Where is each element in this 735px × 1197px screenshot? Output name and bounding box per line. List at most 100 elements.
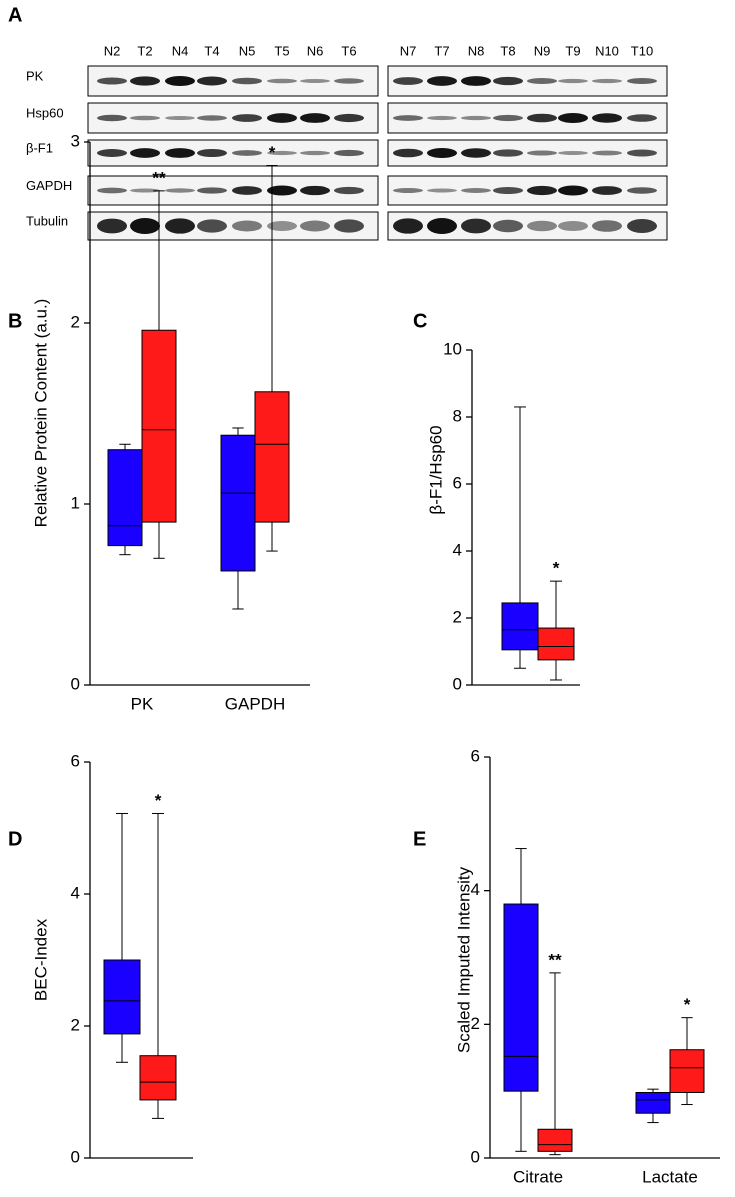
- box: [635, 1092, 671, 1114]
- band: [130, 188, 160, 193]
- band: [461, 115, 491, 121]
- band: [130, 76, 160, 86]
- band: [493, 219, 523, 233]
- band: [334, 219, 364, 233]
- panel-label: A: [8, 4, 22, 26]
- y-tick-label: 10: [443, 339, 462, 358]
- band: [130, 148, 160, 158]
- lane-label: N4: [172, 43, 189, 58]
- significance: *: [155, 791, 162, 810]
- band: [232, 186, 262, 195]
- band: [334, 78, 364, 84]
- lane-label: T9: [565, 43, 580, 58]
- band: [427, 76, 457, 86]
- lane-label: T8: [500, 43, 515, 58]
- lane-label: N9: [534, 43, 551, 58]
- row-label: PK: [26, 68, 44, 83]
- band: [97, 114, 127, 122]
- band: [527, 78, 557, 84]
- y-tick-label: 6: [453, 473, 462, 492]
- band: [232, 150, 262, 156]
- y-tick-label: 3: [71, 131, 80, 150]
- band: [197, 148, 227, 158]
- band: [232, 220, 262, 232]
- panel-label: C: [413, 310, 427, 332]
- y-axis-label: Relative Protein Content (a.u.): [31, 299, 50, 528]
- y-tick-label: 0: [471, 1147, 480, 1166]
- band: [558, 185, 588, 196]
- band: [527, 113, 557, 123]
- lane-label: N2: [104, 43, 121, 58]
- y-tick-label: 6: [471, 746, 480, 765]
- band: [461, 76, 491, 86]
- lane-label: T6: [341, 43, 356, 58]
- band: [334, 149, 364, 157]
- band: [232, 77, 262, 85]
- band: [165, 76, 195, 86]
- band: [393, 148, 423, 158]
- band: [393, 115, 423, 121]
- band: [592, 220, 622, 232]
- row-label: Hsp60: [26, 105, 64, 120]
- lane-label: T10: [631, 43, 653, 58]
- band: [592, 78, 622, 84]
- band: [197, 187, 227, 194]
- band: [493, 114, 523, 122]
- box: [141, 329, 177, 523]
- significance: **: [548, 950, 562, 969]
- band: [300, 220, 330, 232]
- band: [267, 113, 297, 123]
- y-tick-label: 1: [71, 493, 80, 512]
- y-tick-label: 4: [471, 880, 480, 899]
- band: [592, 186, 622, 195]
- band: [165, 218, 195, 234]
- y-tick-label: 2: [71, 312, 80, 331]
- box: [503, 903, 539, 1092]
- band: [165, 115, 195, 121]
- y-tick-label: 0: [71, 1147, 80, 1166]
- significance: *: [269, 143, 276, 162]
- band: [627, 77, 657, 85]
- y-tick-label: 2: [471, 1014, 480, 1033]
- y-tick-label: 0: [71, 674, 80, 693]
- band: [300, 113, 330, 123]
- y-tick-label: 2: [453, 607, 462, 626]
- row-label: GAPDH: [26, 178, 72, 193]
- significance: *: [684, 995, 691, 1014]
- x-tick-label: Citrate: [513, 1167, 563, 1186]
- lane-label: N7: [400, 43, 417, 58]
- band: [427, 188, 457, 193]
- y-tick-label: 4: [71, 883, 80, 902]
- band: [393, 77, 423, 85]
- lane-label: N8: [468, 43, 485, 58]
- band: [461, 188, 491, 193]
- band: [461, 218, 491, 234]
- band: [493, 76, 523, 86]
- panel-label: D: [8, 828, 22, 850]
- band: [558, 113, 588, 123]
- panel-label: E: [413, 828, 426, 850]
- lane-label: N6: [307, 43, 324, 58]
- row-label: Tubulin: [26, 213, 68, 228]
- lane-label: T5: [274, 43, 289, 58]
- band: [97, 77, 127, 85]
- lane-label: T2: [137, 43, 152, 58]
- band: [427, 148, 457, 158]
- band: [527, 150, 557, 156]
- band: [165, 188, 195, 193]
- band: [97, 187, 127, 194]
- y-tick-label: 8: [453, 406, 462, 425]
- y-axis-label: β-F1/Hsp60: [426, 425, 445, 514]
- band: [334, 186, 364, 195]
- band: [627, 187, 657, 194]
- band: [558, 220, 588, 232]
- band: [334, 113, 364, 123]
- band: [197, 219, 227, 233]
- panel-label: B: [8, 310, 22, 332]
- band: [393, 187, 423, 194]
- band: [558, 78, 588, 84]
- y-tick-label: 2: [71, 1015, 80, 1034]
- box: [103, 959, 141, 1035]
- y-tick-label: 0: [453, 674, 462, 693]
- band: [300, 185, 330, 196]
